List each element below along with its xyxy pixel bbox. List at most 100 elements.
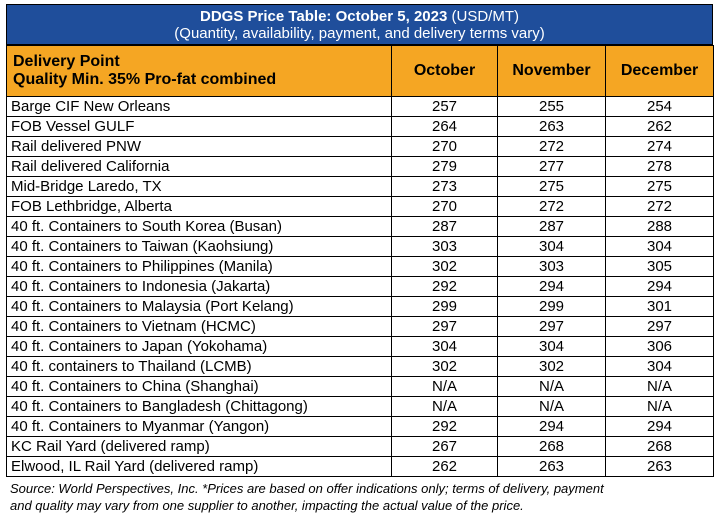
table-row: 40 ft. containers to Thailand (LCMB) 302 3…: [6, 356, 714, 377]
delivery-point-cell: 40 ft. Containers to China (Shanghai): [6, 376, 392, 397]
header-december: December: [605, 45, 714, 97]
december-price-cell: 274: [605, 136, 714, 157]
november-price-cell: 275: [497, 176, 606, 197]
october-price-cell: 302: [391, 256, 498, 277]
december-price-cell: 301: [605, 296, 714, 317]
december-price-cell: 304: [605, 236, 714, 257]
october-price-cell: 279: [391, 156, 498, 177]
table-row: Mid-Bridge Laredo, TX 273 275 275: [6, 176, 714, 197]
november-price-cell: 272: [497, 136, 606, 157]
table-row: 40 ft. Containers to Vietnam (HCMC) 297 29…: [6, 316, 714, 337]
october-price-cell: 297: [391, 316, 498, 337]
header-delivery-point: Delivery Point Quality Min. 35% Pro-fat …: [6, 45, 392, 97]
november-price-cell: 255: [497, 96, 606, 117]
table-row: Elwood, IL Rail Yard (delivered ramp) 262…: [6, 456, 714, 477]
october-price-cell: N/A: [391, 396, 498, 417]
october-price-cell: 270: [391, 136, 498, 157]
november-price-cell: 302: [497, 356, 606, 377]
december-price-cell: 272: [605, 196, 714, 217]
december-price-cell: N/A: [605, 396, 714, 417]
table-title-unit: (USD/MT): [451, 8, 520, 25]
table-row: FOB Vessel GULF 264 263 262: [6, 116, 714, 137]
october-price-cell: N/A: [391, 376, 498, 397]
october-price-cell: 299: [391, 296, 498, 317]
header-quality-label: Quality Min. 35% Pro-fat combined: [13, 71, 277, 88]
december-price-cell: 304: [605, 356, 714, 377]
november-price-cell: 304: [497, 236, 606, 257]
table-row: 40 ft. Containers to Philippines (Manila…: [6, 256, 714, 277]
delivery-point-cell: 40 ft. Containers to Bangladesh (Chittag…: [6, 396, 392, 417]
december-price-cell: 268: [605, 436, 714, 457]
december-price-cell: 262: [605, 116, 714, 137]
delivery-point-cell: Rail delivered PNW: [6, 136, 392, 157]
source-note-line-1: Source: World Perspectives, Inc. *Prices…: [10, 481, 604, 496]
november-price-cell: 299: [497, 296, 606, 317]
table-row: 40 ft. Containers to Japan (Yokohama) 304…: [6, 336, 714, 357]
table-row: 40 ft. Containers to Taiwan (Kaohsiung) 3…: [6, 236, 714, 257]
delivery-point-cell: 40 ft. Containers to Vietnam (HCMC): [6, 316, 392, 337]
october-price-cell: 267: [391, 436, 498, 457]
price-table-container: DDGS Price Table: October 5, 2023 (USD/M…: [6, 4, 714, 514]
december-price-cell: 305: [605, 256, 714, 277]
december-price-cell: 263: [605, 456, 714, 477]
october-price-cell: 292: [391, 276, 498, 297]
table-row: Barge CIF New Orleans 257 255 254: [6, 96, 714, 117]
november-price-cell: 294: [497, 276, 606, 297]
delivery-point-cell: Barge CIF New Orleans: [6, 96, 392, 117]
november-price-cell: 287: [497, 216, 606, 237]
delivery-point-cell: Mid-Bridge Laredo, TX: [6, 176, 392, 197]
november-price-cell: 268: [497, 436, 606, 457]
december-price-cell: 275: [605, 176, 714, 197]
table-title: DDGS Price Table: October 5, 2023 (USD/M…: [7, 8, 712, 25]
november-price-cell: 294: [497, 416, 606, 437]
november-price-cell: 277: [497, 156, 606, 177]
delivery-point-cell: 40 ft. Containers to Myanmar (Yangon): [6, 416, 392, 437]
header-november: November: [497, 45, 606, 97]
delivery-point-cell: 40 ft. Containers to Indonesia (Jakarta): [6, 276, 392, 297]
november-price-cell: N/A: [497, 376, 606, 397]
delivery-point-cell: 40 ft. Containers to Japan (Yokohama): [6, 336, 392, 357]
table-row: 40 ft. Containers to Malaysia (Port Kela…: [6, 296, 714, 317]
october-price-cell: 303: [391, 236, 498, 257]
october-price-cell: 273: [391, 176, 498, 197]
december-price-cell: 288: [605, 216, 714, 237]
october-price-cell: 292: [391, 416, 498, 437]
header-october: October: [391, 45, 498, 97]
november-price-cell: 297: [497, 316, 606, 337]
delivery-point-cell: Elwood, IL Rail Yard (delivered ramp): [6, 456, 392, 477]
december-price-cell: 306: [605, 336, 714, 357]
delivery-point-cell: 40 ft. Containers to Malaysia (Port Kela…: [6, 296, 392, 317]
delivery-point-cell: 40 ft. Containers to South Korea (Busan): [6, 216, 392, 237]
october-price-cell: 302: [391, 356, 498, 377]
delivery-point-cell: Rail delivered California: [6, 156, 392, 177]
delivery-point-cell: 40 ft. Containers to Taiwan (Kaohsiung): [6, 236, 392, 257]
november-price-cell: N/A: [497, 396, 606, 417]
october-price-cell: 287: [391, 216, 498, 237]
table-row: 40 ft. Containers to Bangladesh (Chittag…: [6, 396, 714, 417]
table-row: Rail delivered California 279 277 278: [6, 156, 714, 177]
delivery-point-cell: FOB Lethbridge, Alberta: [6, 196, 392, 217]
december-price-cell: 294: [605, 276, 714, 297]
delivery-point-cell: KC Rail Yard (delivered ramp): [6, 436, 392, 457]
header-delivery-point-label: Delivery Point: [13, 53, 120, 70]
table-row: Rail delivered PNW 270 272 274: [6, 136, 714, 157]
delivery-point-cell: 40 ft. Containers to Philippines (Manila…: [6, 256, 392, 277]
december-price-cell: 254: [605, 96, 714, 117]
table-row: 40 ft. Containers to Myanmar (Yangon) 292…: [6, 416, 714, 437]
header-row: Delivery Point Quality Min. 35% Pro-fat …: [6, 45, 714, 97]
delivery-point-cell: FOB Vessel GULF: [6, 116, 392, 137]
november-price-cell: 303: [497, 256, 606, 277]
november-price-cell: 263: [497, 456, 606, 477]
december-price-cell: N/A: [605, 376, 714, 397]
december-price-cell: 294: [605, 416, 714, 437]
source-note: Source: World Perspectives, Inc. *Prices…: [6, 480, 713, 514]
october-price-cell: 270: [391, 196, 498, 217]
table-row: 40 ft. Containers to China (Shanghai) N/A…: [6, 376, 714, 397]
december-price-cell: 278: [605, 156, 714, 177]
table-row: KC Rail Yard (delivered ramp) 267 268 268: [6, 436, 714, 457]
november-price-cell: 263: [497, 116, 606, 137]
table-title-bar: DDGS Price Table: October 5, 2023 (USD/M…: [6, 4, 713, 45]
table-row: 40 ft. Containers to Indonesia (Jakarta)…: [6, 276, 714, 297]
december-price-cell: 297: [605, 316, 714, 337]
november-price-cell: 272: [497, 196, 606, 217]
